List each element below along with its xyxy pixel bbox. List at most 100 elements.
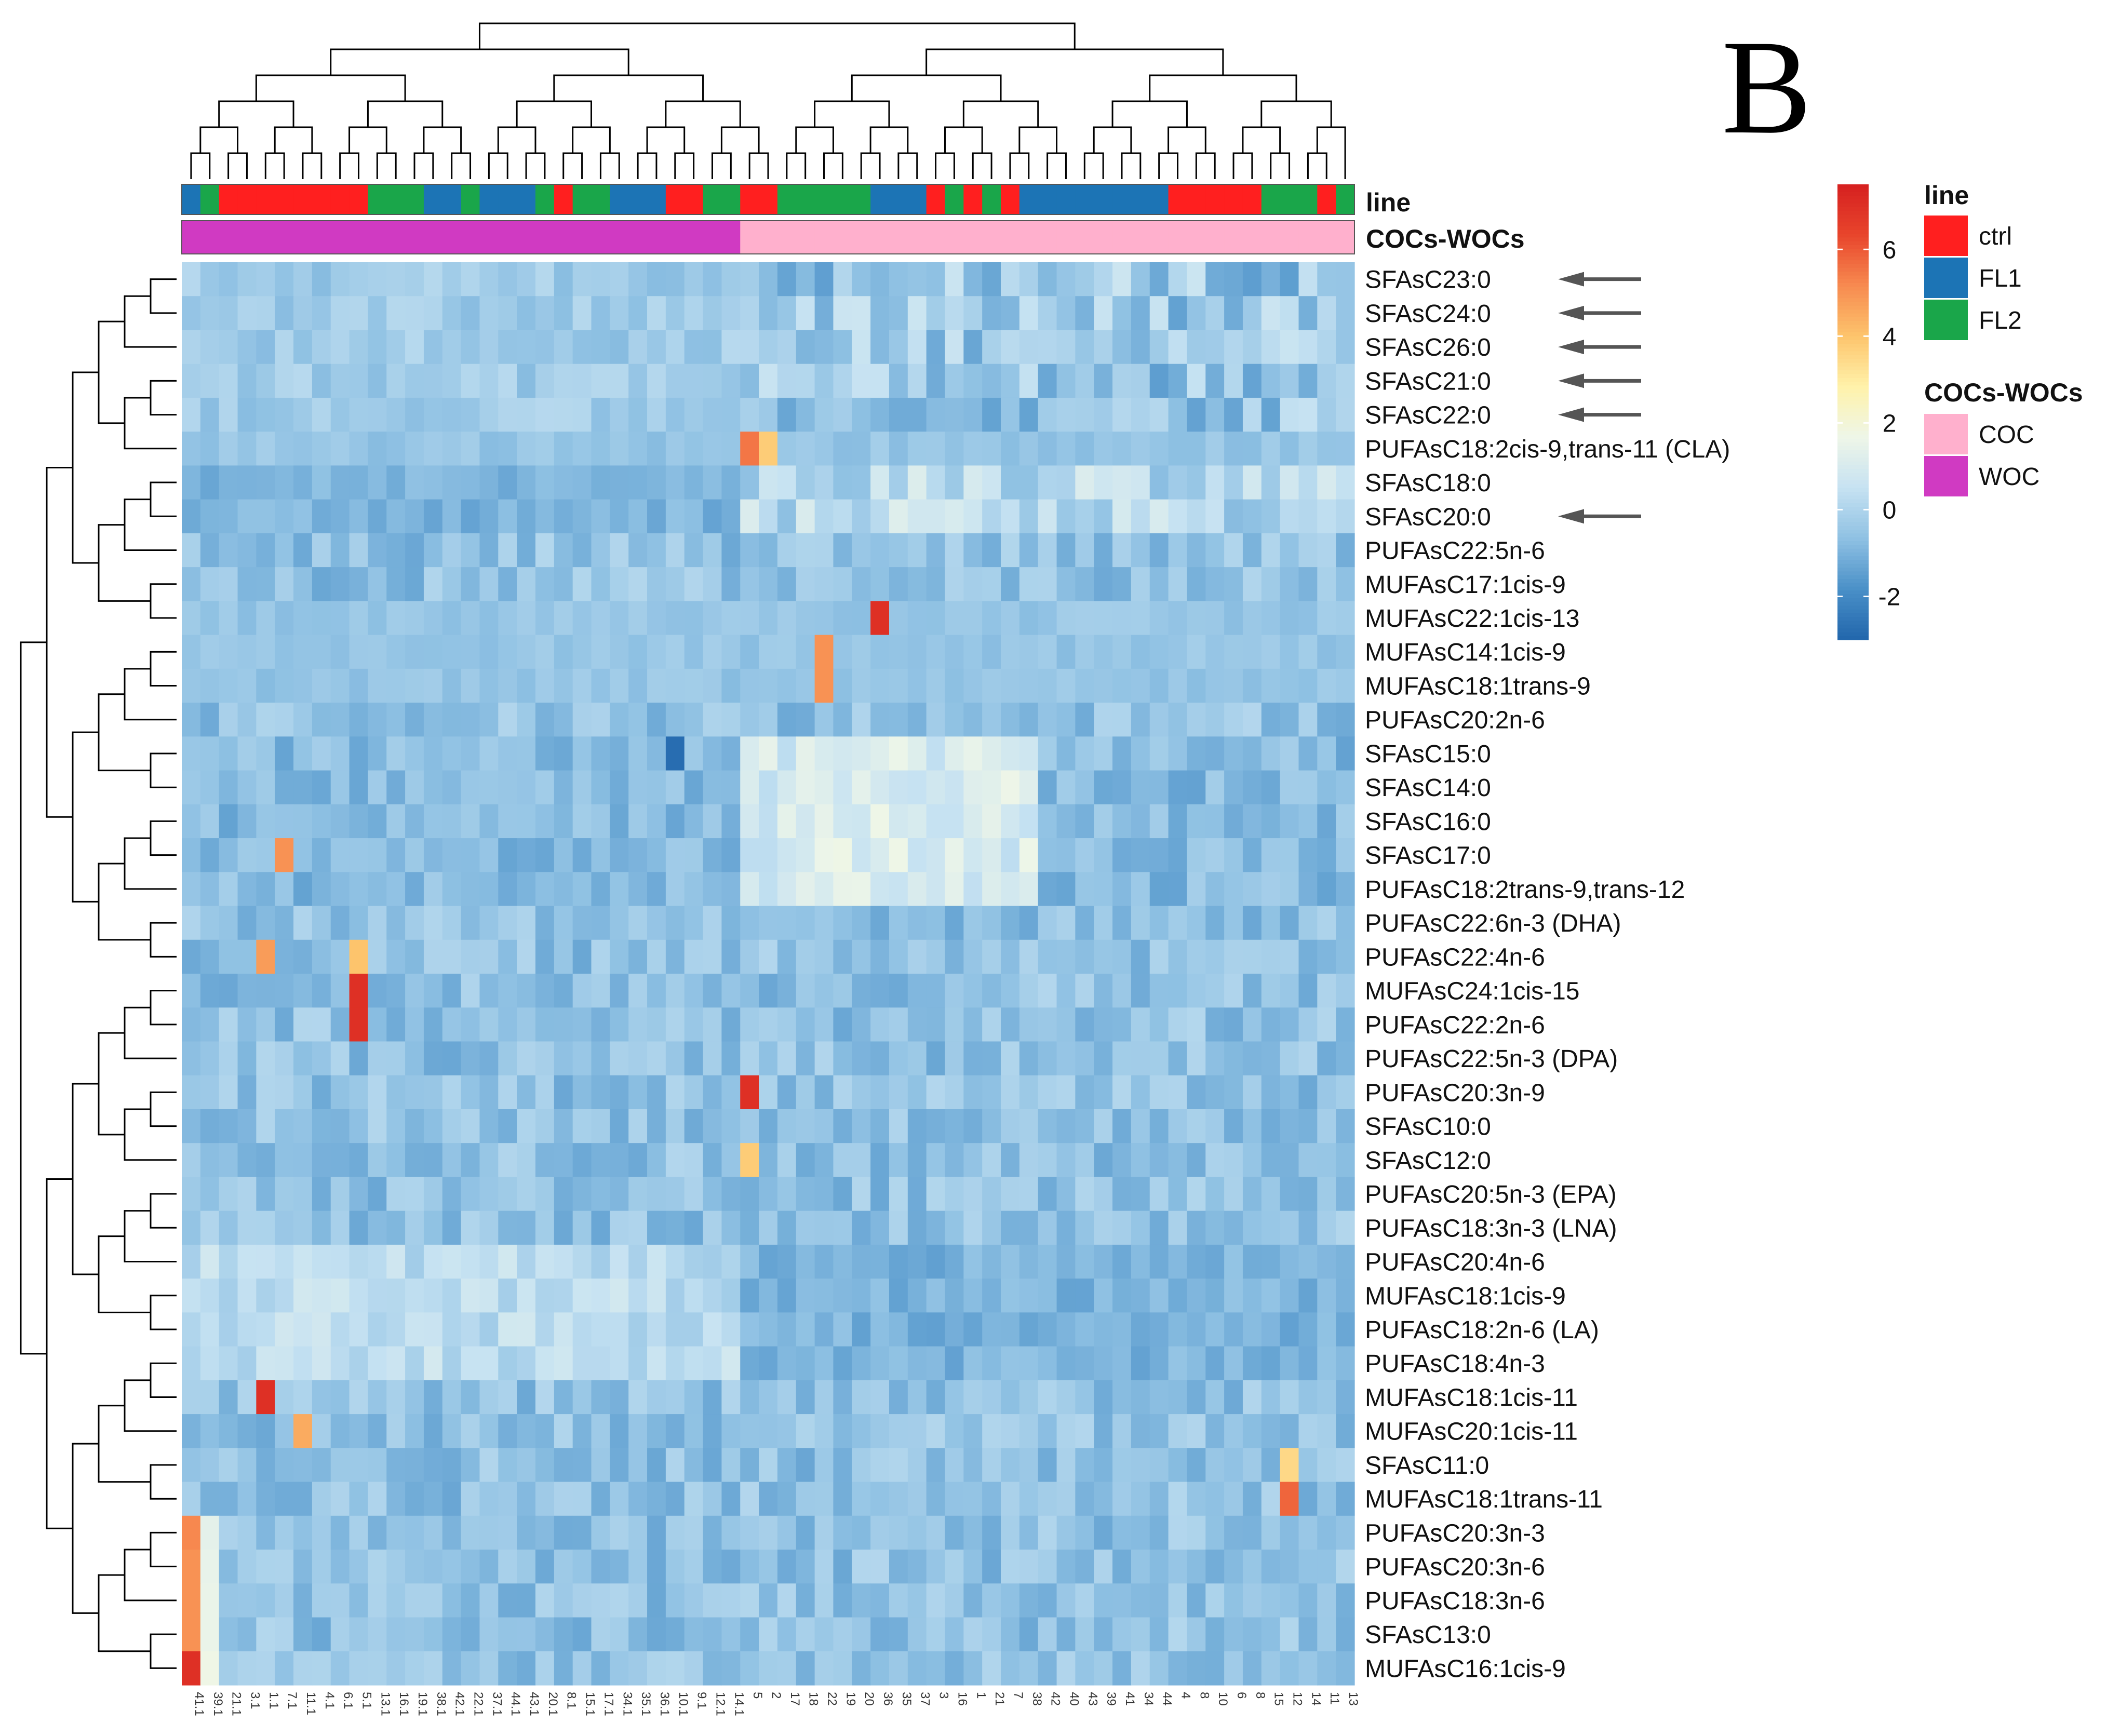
row-label: PUFAsC22:4n-6 <box>1365 944 1545 971</box>
heatmap-cell <box>479 1312 499 1347</box>
heatmap-cell <box>647 1041 666 1076</box>
heatmap-cell <box>1224 939 1243 974</box>
heatmap-cell <box>1149 770 1169 805</box>
heatmap-cell <box>1242 1414 1262 1448</box>
heatmap-cell <box>1261 838 1281 872</box>
heatmap-cell <box>1298 1177 1318 1212</box>
heatmap-cell <box>1149 1346 1169 1381</box>
heatmap-cell <box>703 1651 722 1686</box>
heatmap-cell <box>461 1075 480 1110</box>
heatmap-cell <box>1187 1041 1206 1076</box>
heatmap-cell <box>312 838 331 872</box>
heatmap-cell <box>498 872 517 907</box>
line-annotation-cell <box>684 184 704 214</box>
heatmap-cell <box>628 1448 648 1483</box>
heatmap-cell <box>1038 533 1057 568</box>
heatmap-cell <box>256 296 275 331</box>
colorbar-segment <box>1837 355 1869 359</box>
heatmap-cell <box>535 838 555 872</box>
heatmap-cell <box>721 1279 741 1313</box>
heatmap-cell <box>1242 296 1262 331</box>
heatmap-cell <box>1317 635 1336 669</box>
heatmap-cell <box>256 668 275 703</box>
heatmap-cell <box>312 1583 331 1618</box>
heatmap-cell <box>219 770 238 805</box>
heatmap-cell <box>591 1617 610 1652</box>
heatmap-cell <box>461 1279 480 1313</box>
heatmap-cell <box>1001 736 1020 771</box>
heatmap-cell <box>1280 567 1299 601</box>
heatmap-cell <box>349 804 369 839</box>
heatmap-cell <box>386 1380 406 1415</box>
heatmap-cell <box>330 804 350 839</box>
heatmap-cell <box>572 567 592 601</box>
heatmap-cell <box>554 1414 573 1448</box>
heatmap-cell <box>1298 296 1318 331</box>
row-label: SFAsC20:0 <box>1365 503 1491 531</box>
heatmap-cell <box>1038 567 1057 601</box>
heatmap-cell <box>665 432 685 466</box>
legend-label-woc: WOC <box>1979 463 2040 491</box>
heatmap-cell <box>982 1007 1001 1042</box>
heatmap-cell <box>405 364 424 398</box>
heatmap-cell <box>386 974 406 1008</box>
heatmap-cell <box>1298 330 1318 365</box>
heatmap-cell <box>312 1448 331 1483</box>
heatmap-cell <box>1094 1380 1113 1415</box>
heatmap-cell <box>1224 635 1243 669</box>
colorbar-segment <box>1837 617 1869 622</box>
heatmap-cell <box>535 635 555 669</box>
heatmap-cell <box>535 1075 555 1110</box>
column-dendrogram <box>190 22 1346 179</box>
heatmap-cell <box>852 1550 871 1584</box>
heatmap-cell <box>1168 1143 1188 1178</box>
heatmap-cell <box>330 939 350 974</box>
heatmap-cell <box>349 262 369 297</box>
heatmap-cell <box>777 1143 797 1178</box>
row-label: SFAsC24:0 <box>1365 300 1491 328</box>
colorbar-segment <box>1837 450 1869 454</box>
heatmap-cell <box>293 939 313 974</box>
heatmap-cell <box>312 1075 331 1110</box>
heatmap-cell <box>889 262 908 297</box>
heatmap-cell <box>1261 567 1281 601</box>
heatmap-cell <box>442 1346 462 1381</box>
heatmap-cell <box>963 1210 983 1245</box>
heatmap-cell <box>1298 499 1318 534</box>
heatmap-cell <box>1298 1346 1318 1381</box>
heatmap-cell <box>293 601 313 636</box>
row-label: MUFAsC22:1cis-13 <box>1365 605 1579 633</box>
heatmap-cell <box>945 1414 964 1448</box>
heatmap-cell <box>312 703 331 737</box>
heatmap-cell <box>461 397 480 432</box>
heatmap-cell <box>684 703 704 737</box>
heatmap-cell <box>870 397 890 432</box>
heatmap-cell <box>1317 432 1336 466</box>
heatmap-cell <box>1298 1312 1318 1347</box>
heatmap-cell <box>628 465 648 500</box>
heatmap-cell <box>889 804 908 839</box>
line-annotation-cell <box>889 184 908 214</box>
heatmap-cell <box>386 703 406 737</box>
heatmap-cell <box>1317 1583 1336 1618</box>
heatmap-cell <box>554 364 573 398</box>
heatmap-cell <box>1187 804 1206 839</box>
colorbar-segment <box>1837 518 1869 523</box>
heatmap-cell <box>479 1482 499 1516</box>
heatmap-cell <box>237 1515 257 1550</box>
heatmap-cell <box>1075 1380 1094 1415</box>
heatmap-cell <box>1075 668 1094 703</box>
heatmap-cell <box>330 499 350 534</box>
heatmap-cell <box>1075 635 1094 669</box>
heatmap-cell <box>219 906 238 940</box>
heatmap-cell <box>554 1346 573 1381</box>
heatmap-cell <box>1205 1210 1225 1245</box>
heatmap-cell <box>498 1380 517 1415</box>
line-annotation-cell <box>1094 184 1113 214</box>
heatmap-cell <box>461 432 480 466</box>
heatmap-cell <box>219 939 238 974</box>
heatmap-cell <box>293 703 313 737</box>
heatmap-cell <box>591 465 610 500</box>
heatmap-cell <box>982 1448 1001 1483</box>
heatmap-cell <box>740 1177 759 1212</box>
